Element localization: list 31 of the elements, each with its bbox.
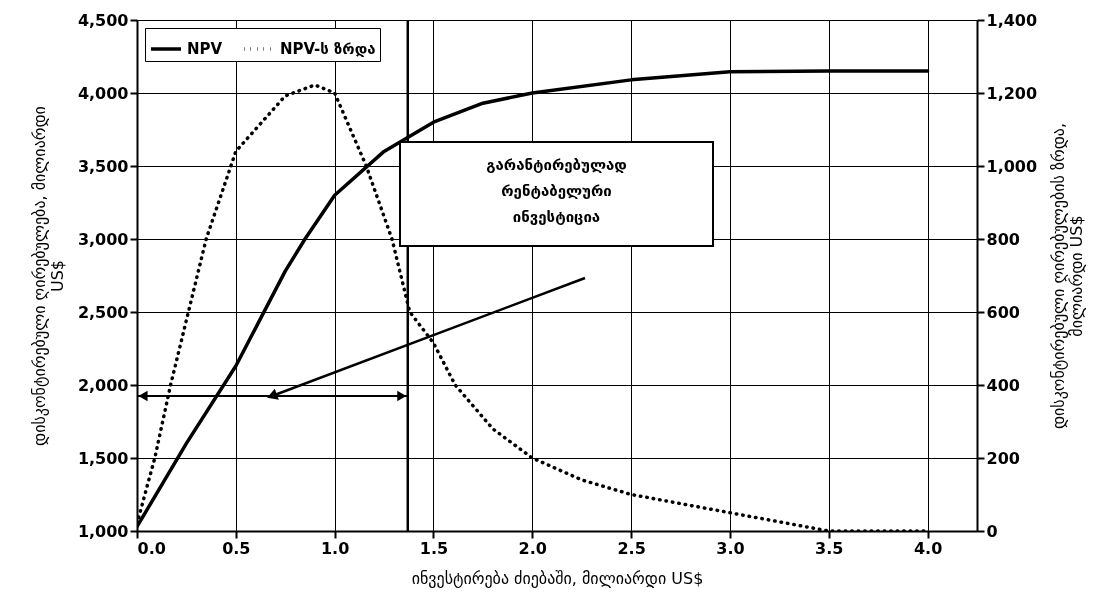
x-tick-label: 3.0 xyxy=(716,538,745,558)
y2-tick-label: 1,000 xyxy=(986,156,1038,176)
y-tick-label: 3,500 xyxy=(77,156,129,176)
y-tick-label: 1,500 xyxy=(77,448,129,468)
x-tick-label: 4.0 xyxy=(913,538,943,558)
x-tick-label: 2.0 xyxy=(518,538,547,558)
x-tick-label: 1.5 xyxy=(419,538,449,558)
y-tick-label: 4,000 xyxy=(77,83,129,103)
y2-tick-label: 400 xyxy=(986,375,1020,395)
y-tick-label: 1,000 xyxy=(77,521,129,541)
y-axis-title: დისკონტირებული ღირებულება, მილიარდი US$ xyxy=(29,106,67,446)
y2-tick-label: 1,200 xyxy=(986,83,1038,103)
y2-tick-label: 800 xyxy=(986,229,1020,249)
y-tick-label: 3,000 xyxy=(77,229,129,249)
y2-axis-title: დისკონტირებული ღირებულების ზრდა, მილიარდი US$ xyxy=(1049,122,1087,430)
y2-tick-label: 600 xyxy=(986,302,1020,322)
x-tick-label: 3.5 xyxy=(815,538,844,558)
y2-tick-label: 200 xyxy=(986,448,1020,468)
x-tick-label: 0.0 xyxy=(137,538,166,558)
legend-label: NPV xyxy=(187,40,223,58)
legend-label: NPV-ს ზრდა xyxy=(280,40,376,58)
x-tick-label: 1.0 xyxy=(320,538,350,558)
x-axis-title: ინვესტირება ძიებაში, მილიარდი US$ xyxy=(411,568,704,588)
y-tick-label: 2,000 xyxy=(77,375,129,395)
y-tick-label: 2,500 xyxy=(77,302,129,322)
annotation: გარანტირებულად რენტაბელური ინვესტიცია xyxy=(486,156,627,226)
x-tick-label: 2.5 xyxy=(617,538,646,558)
y-tick-label: 4,500 xyxy=(77,10,129,30)
y2-tick-label: 0 xyxy=(986,521,998,541)
y2-tick-label: 1,400 xyxy=(986,10,1038,30)
x-tick-label: 0.5 xyxy=(222,538,251,558)
